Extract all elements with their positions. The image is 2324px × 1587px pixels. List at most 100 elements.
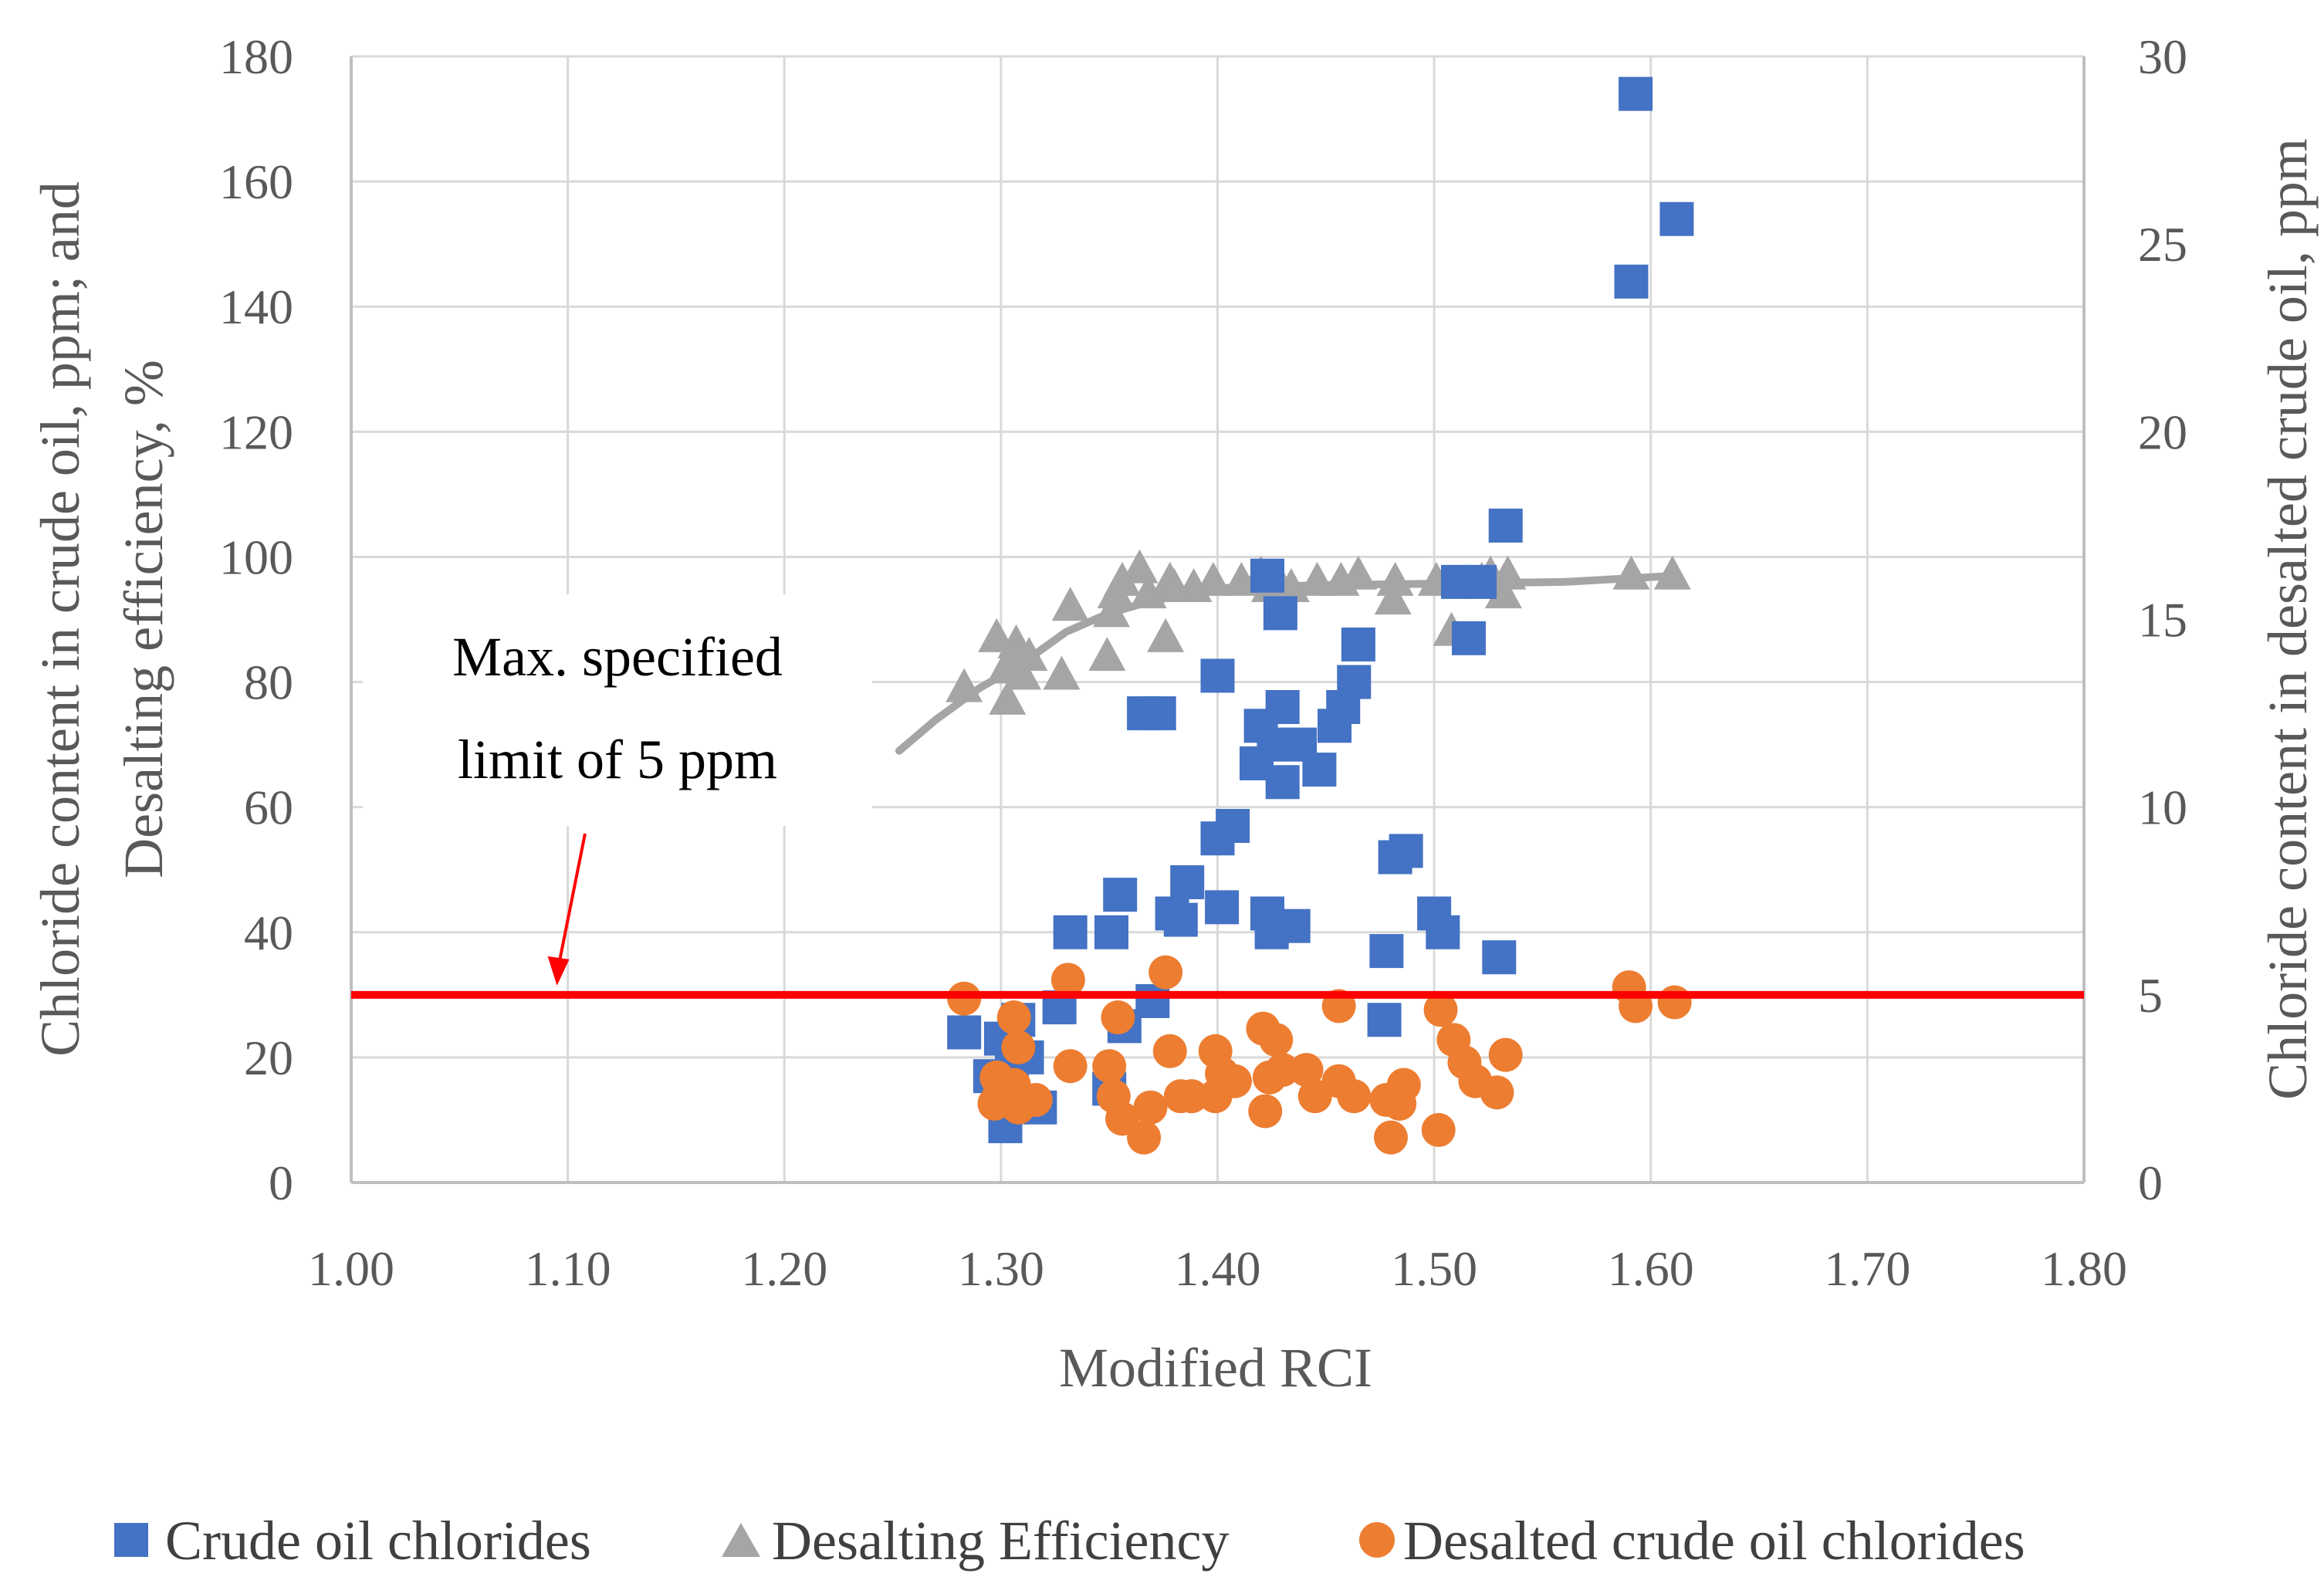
y-right-tick-label: 30 — [2138, 29, 2187, 84]
y-right-tick-label: 15 — [2138, 593, 2187, 648]
crude-oil-chloride-point — [1614, 264, 1649, 299]
crude-oil-chloride-point — [1094, 915, 1128, 949]
desalting-efficiency-point — [1272, 567, 1310, 602]
desalted-chloride-point — [1101, 1000, 1135, 1035]
crude-oil-chloride-point — [1378, 840, 1412, 875]
desalting-efficiency-point — [1489, 555, 1527, 590]
legend-label-desalted-crude-oil-chlorides: Desalted crude oil chlorides — [1403, 1510, 2025, 1572]
y-right-tick-label: 5 — [2138, 968, 2163, 1023]
crude-oil-chloride-point — [1367, 1003, 1402, 1037]
crude-oil-chloride-point — [1659, 201, 1694, 236]
y-right-tick-label: 25 — [2138, 217, 2187, 272]
desalted-chloride-point — [1480, 1075, 1514, 1110]
x-tick-label: 1.40 — [1175, 1241, 1261, 1296]
desalted-chloride-point — [1423, 993, 1458, 1027]
y-left-tick-label: 40 — [244, 905, 293, 960]
crude-oil-chloride-point — [1482, 940, 1517, 975]
desalting-efficiency-point — [1155, 567, 1193, 602]
crude-oil-chloride-point — [1200, 821, 1235, 856]
desalting-efficiency-point — [1484, 574, 1522, 609]
desalted-chloride-point — [1198, 1079, 1233, 1114]
legend-item-desalted-crude-oil-chlorides: Desalted crude oil chlorides — [1359, 1510, 2025, 1572]
desalted-chloride-point — [1259, 1023, 1294, 1057]
desalted-chloride-point — [1152, 1034, 1187, 1068]
annotation-line-1: Max. specified — [452, 626, 783, 688]
crude-oil-chloride-point — [947, 1015, 982, 1050]
crude-oil-chloride-point — [1163, 902, 1198, 937]
desalted-chloride-point — [1488, 1037, 1523, 1072]
crude-oil-chloride-point — [1341, 627, 1375, 662]
desalted-chloride-point — [1297, 1079, 1332, 1114]
annotation-arrow — [547, 833, 587, 986]
desalted-chloride-point — [1127, 1120, 1162, 1155]
y-right-tick-label: 20 — [2138, 404, 2187, 459]
y-left-axis-title-line-1: Chloride content in crude oil, ppm; and — [29, 181, 91, 1057]
crude-oil-chloride-point — [1369, 934, 1404, 969]
crude-oil-chloride-point — [1103, 878, 1138, 912]
desalting-efficiency-point — [1043, 655, 1081, 690]
legend-triangle-icon — [722, 1523, 760, 1557]
y-left-tick-label: 180 — [219, 29, 293, 84]
crude-oil-chloride-point — [1488, 508, 1523, 543]
desalting-efficiency-point — [1129, 574, 1167, 609]
desalting-efficiency-point — [1374, 580, 1412, 615]
desalted-chloride-point — [1252, 1060, 1287, 1095]
x-tick-label: 1.70 — [1824, 1241, 1910, 1296]
legend-item-crude-oil-chlorides: Crude oil chlorides — [114, 1510, 591, 1572]
desalted-chloride-point — [1001, 1090, 1036, 1125]
crude-oil-chloride-point — [1250, 558, 1285, 593]
x-tick-label: 1.10 — [525, 1241, 611, 1296]
desalted-chloride-point — [1148, 955, 1183, 990]
crude-oil-chloride-point — [1205, 890, 1240, 925]
legend-label-desalting-efficiency: Desalting Efficiency — [772, 1510, 1229, 1572]
y-left-tick-labels: 0 20 40 60 80 100 120 140 160 180 — [219, 29, 293, 1210]
desalted-chloride-point — [1289, 1053, 1324, 1088]
annotation-arrow-shaft — [557, 833, 587, 963]
legend-square-icon — [114, 1523, 148, 1557]
desalting-efficiency-point — [1653, 555, 1691, 590]
legend-circle-icon — [1359, 1522, 1395, 1558]
y-left-axis-title-line-2: Desalting efficiency, % — [113, 360, 174, 878]
x-tick-label: 1.20 — [741, 1241, 827, 1296]
annotation-line-2: limit of 5 ppm — [458, 729, 777, 790]
crude-oil-chloride-point — [1263, 596, 1297, 631]
desalting-efficiency-point — [989, 680, 1027, 715]
desalting-efficiency-point — [1147, 618, 1185, 652]
desalted-chloride-point — [1001, 1030, 1036, 1064]
y-right-tick-label: 10 — [2138, 780, 2187, 835]
desalting-efficiency-point — [1088, 637, 1126, 672]
desalting-efficiency-point — [1092, 593, 1130, 628]
desalted-chloride-point — [1369, 1083, 1404, 1118]
annotation-arrow-head — [547, 956, 570, 986]
y-right-tick-label: 0 — [2138, 1156, 2163, 1210]
y-left-tick-label: 80 — [244, 655, 293, 710]
series-desalting-efficiency — [945, 549, 1691, 715]
desalted-chloride-point — [1174, 1079, 1209, 1114]
crude-oil-chloride-point — [1265, 765, 1300, 800]
desalted-chloride-point — [1133, 1090, 1168, 1125]
crude-oil-chloride-point — [1318, 709, 1352, 743]
desalted-chloride-point — [1050, 963, 1085, 997]
y-left-tick-label: 100 — [219, 530, 293, 584]
x-tick-label: 1.00 — [308, 1241, 394, 1296]
desalting-efficiency-point — [1003, 655, 1041, 690]
crude-oil-chloride-point — [1452, 621, 1487, 655]
crude-oil-chloride-point — [1053, 915, 1088, 949]
x-tick-label: 1.60 — [1608, 1241, 1694, 1296]
series-layer — [945, 76, 1694, 1155]
desalting-efficiency-point — [1097, 574, 1135, 609]
desalting-efficiency-point — [945, 668, 983, 702]
desalting-efficiency-point — [1298, 561, 1336, 596]
y-left-tick-label: 120 — [219, 404, 293, 459]
legend: Crude oil chlorides Desalting Efficiency… — [114, 1510, 2025, 1572]
desalted-chloride-point — [1337, 1079, 1372, 1114]
desalted-chloride-point — [1092, 1049, 1127, 1084]
y-left-tick-label: 0 — [269, 1156, 293, 1210]
crude-oil-chloride-point — [1200, 658, 1235, 693]
x-tick-labels: 1.00 1.10 1.20 1.30 1.40 1.50 1.60 1.70 1.80 — [308, 1241, 2127, 1296]
desalted-chloride-point — [1053, 1049, 1088, 1084]
desalting-efficiency-point — [1322, 561, 1360, 596]
desalted-chloride-point — [1248, 1094, 1283, 1128]
crude-oil-chloride-point — [1440, 564, 1475, 599]
